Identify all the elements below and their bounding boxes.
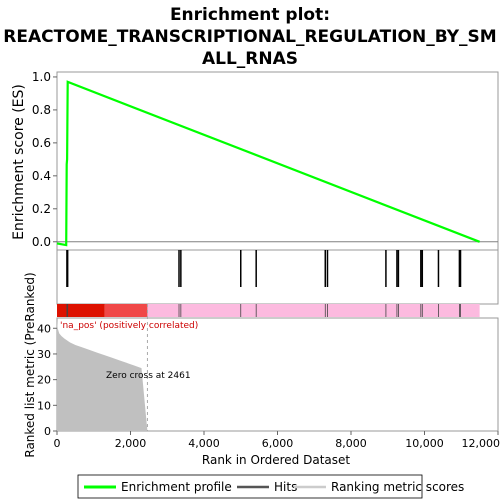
x-tick-label: 4,000 xyxy=(188,437,220,450)
x-tick-label: 2,000 xyxy=(115,437,147,450)
ranking-heatmap-bar xyxy=(57,304,480,317)
zero-cross-label: Zero cross at 2461 xyxy=(106,371,191,381)
heatmap-segment xyxy=(104,304,148,317)
ranked-y-tick-label: 10 xyxy=(37,399,51,412)
chart-title-line-1: Enrichment plot: xyxy=(170,5,330,25)
hit-lines xyxy=(66,250,462,287)
es-y-tick-label: 1.0 xyxy=(32,70,51,84)
legend-profile-label: Enrichment profile xyxy=(121,480,232,494)
chart-title-line-3: ALL_RNAS xyxy=(202,49,298,69)
es-y-axis: 0.0 0.2 0.4 0.6 0.8 1.0 xyxy=(32,70,57,249)
heatmap-segment xyxy=(147,304,480,317)
enrichment-profile-line xyxy=(56,80,480,247)
ranked-y-axis: 0 10 20 30 40 xyxy=(37,322,57,438)
es-y-tick-label: 0.0 xyxy=(32,235,51,249)
es-y-tick-label: 0.6 xyxy=(32,136,51,150)
x-tick-label: 10,000 xyxy=(405,437,444,450)
legend-hits-label: Hits xyxy=(274,480,297,494)
x-axis: 0 2,000 4,000 6,000 8,000 10,000 12,000 xyxy=(54,431,500,450)
es-y-tick-label: 0.2 xyxy=(32,202,51,216)
es-y-tick-label: 0.8 xyxy=(32,103,51,117)
x-axis-label: Rank in Ordered Dataset xyxy=(202,453,350,467)
x-tick-label: 12,000 xyxy=(462,437,500,450)
hits-panel-frame xyxy=(56,249,499,305)
ranked-y-tick-label: 0 xyxy=(44,425,51,438)
ranked-y-tick-label: 30 xyxy=(37,348,51,361)
es-y-tick-label: 0.4 xyxy=(32,169,51,183)
x-tick-label: 6,000 xyxy=(262,437,294,450)
x-tick-label: 0 xyxy=(54,437,61,450)
ranking-metric-area xyxy=(57,320,148,431)
legend-ranking-label: Ranking metric scores xyxy=(331,480,464,494)
ranked-y-tick-label: 20 xyxy=(37,374,51,387)
ranked-y-axis-label: Ranked list metric (PreRanked) xyxy=(23,272,37,457)
positive-label: 'na_pos' (positively correlated) xyxy=(60,321,198,331)
chart-title-line-2: REACTOME_TRANSCRIPTIONAL_REGULATION_BY_S… xyxy=(3,27,496,47)
ranked-y-tick-label: 40 xyxy=(37,322,51,335)
x-tick-label: 8,000 xyxy=(335,437,367,450)
heatmap-segment xyxy=(57,304,105,317)
es-y-axis-label: Enrichment score (ES) xyxy=(11,84,27,240)
